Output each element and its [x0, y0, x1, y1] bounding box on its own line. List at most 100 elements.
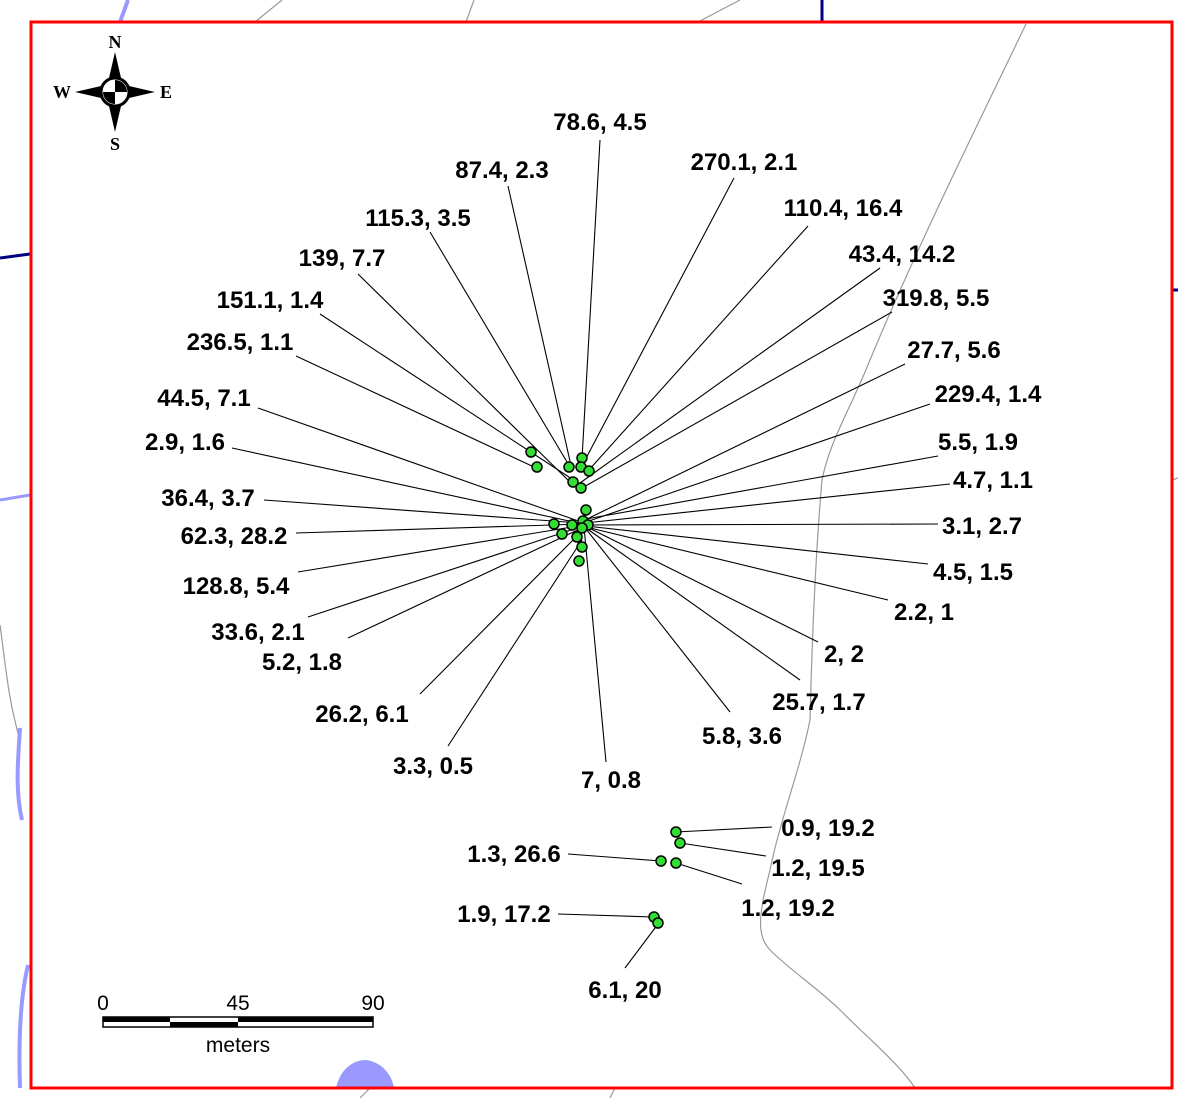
leader-line	[585, 525, 929, 565]
leader-line	[319, 313, 576, 482]
point-label: 319.8, 5.5	[883, 285, 990, 312]
leader-line	[585, 523, 939, 526]
leader-line	[295, 355, 535, 468]
scale-bar-segment	[238, 1017, 373, 1022]
sample-point	[652, 917, 664, 929]
sample-point	[580, 504, 592, 516]
compass-north-arrow	[109, 52, 121, 78]
leader-line	[675, 862, 743, 885]
sample-points	[525, 446, 686, 929]
point-label: 3.3, 0.5	[393, 753, 473, 780]
leader-line	[295, 523, 585, 534]
sample-point	[670, 826, 682, 838]
sample-point	[548, 518, 560, 530]
point-label: 78.6, 4.5	[553, 109, 646, 136]
leader-line	[679, 842, 767, 857]
leader-line	[297, 525, 579, 573]
point-label: 151.1, 1.4	[217, 287, 324, 314]
point-label: 4.7, 1.1	[953, 467, 1033, 494]
leader-line	[581, 139, 601, 460]
leader-line	[307, 526, 581, 618]
road-blue-left-bottom	[17, 964, 30, 1089]
leader-line	[585, 403, 931, 523]
sample-point	[573, 555, 585, 567]
leader-line	[584, 363, 906, 521]
leader-line	[347, 526, 585, 639]
compass-east-arrow	[129, 86, 155, 98]
point-label: 5.8, 3.6	[702, 723, 782, 750]
leader-line	[557, 913, 655, 918]
road-gray-main	[760, 23, 1027, 1089]
map-frame	[29, 20, 1174, 1090]
compass-letter-e: E	[160, 82, 172, 102]
point-label: 1.2, 19.2	[741, 895, 834, 922]
leader-line	[585, 527, 801, 681]
sample-point	[566, 519, 578, 531]
leader-line	[581, 311, 893, 489]
point-label: 7, 0.8	[581, 767, 641, 794]
point-label: 236.5, 1.1	[187, 329, 294, 356]
point-label: 2.2, 1	[894, 599, 954, 626]
sample-point	[576, 522, 588, 534]
scale-unit-label: meters	[206, 1034, 270, 1057]
leader-line	[583, 177, 735, 463]
point-label: 44.5, 7.1	[157, 385, 250, 412]
road-navy-left	[0, 252, 31, 260]
compass-center-quadrant-b	[103, 92, 115, 104]
sample-point	[571, 531, 583, 543]
point-label: 2, 2	[824, 641, 864, 668]
point-label: 270.1, 2.1	[691, 149, 798, 176]
point-labels: 78.6, 4.5 87.4, 2.3 270.1, 2.1 115.3, 3.…	[145, 109, 1042, 1004]
point-label: 229.4, 1.4	[935, 381, 1042, 408]
point-label: 5.5, 1.9	[938, 429, 1018, 456]
leader-line	[507, 185, 573, 471]
leader-line	[579, 267, 881, 484]
leader-line	[586, 526, 819, 643]
road-blue-left-mid	[15, 727, 24, 821]
leader-line	[624, 923, 659, 969]
sample-point	[567, 476, 579, 488]
leader-line	[587, 225, 809, 472]
leader-line	[567, 853, 662, 862]
compass-center-quadrant-a	[115, 80, 127, 92]
point-label: 62.3, 28.2	[181, 523, 288, 550]
point-label: 3.1, 2.7	[942, 513, 1022, 540]
road-blue-top	[118, 0, 130, 23]
road-gray-left-edge	[0, 624, 21, 741]
point-label: 33.6, 2.1	[211, 619, 304, 646]
point-label: 25.7, 1.7	[772, 689, 865, 716]
water-blob	[336, 1060, 394, 1088]
leader-line	[585, 528, 731, 713]
sample-point	[674, 837, 686, 849]
point-label: 1.2, 19.5	[771, 855, 864, 882]
scale-tick-label: 0	[97, 992, 109, 1015]
point-label: 27.7, 5.6	[907, 337, 1000, 364]
point-label: 26.2, 6.1	[315, 701, 408, 728]
leader-line	[584, 483, 951, 524]
leader-line	[357, 273, 573, 485]
compass-west-arrow	[75, 86, 101, 98]
point-label: 1.3, 26.6	[467, 841, 560, 868]
compass-south-arrow	[109, 106, 121, 132]
road-blue-left-top	[0, 493, 31, 502]
sample-point	[531, 461, 543, 473]
scale-bar: 0 45 90 meters	[97, 992, 385, 1057]
leader-line	[585, 455, 939, 520]
leader-line	[429, 231, 571, 468]
road-gray-bottom-b	[609, 1087, 616, 1098]
point-label: 87.4, 2.3	[455, 157, 548, 184]
road-gray-top-a	[254, 0, 283, 23]
leader-lines	[231, 139, 951, 969]
scale-tick-label: 45	[226, 992, 249, 1015]
sample-point	[576, 541, 588, 553]
leader-line	[447, 539, 583, 747]
point-label: 36.4, 3.7	[161, 485, 254, 512]
sample-point	[556, 528, 568, 540]
point-label: 5.2, 1.8	[262, 649, 342, 676]
point-label: 110.4, 16.4	[784, 195, 903, 222]
scale-bar-segment	[170, 1022, 238, 1027]
sample-point	[525, 446, 537, 458]
point-label: 4.5, 1.5	[933, 559, 1013, 586]
